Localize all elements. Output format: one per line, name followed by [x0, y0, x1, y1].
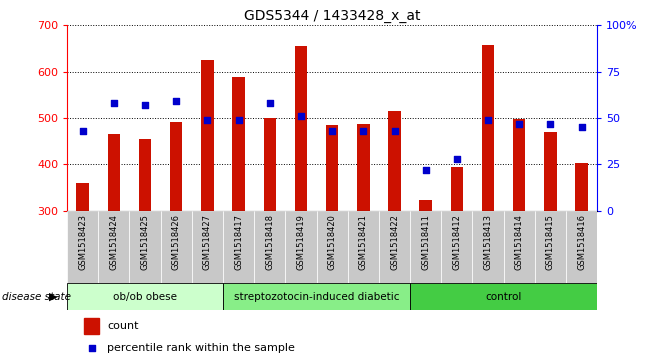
Text: GSM1518419: GSM1518419	[297, 214, 305, 270]
Text: count: count	[107, 321, 139, 331]
Point	[140, 102, 150, 108]
FancyBboxPatch shape	[410, 283, 597, 310]
Bar	[170, 122, 183, 211]
FancyBboxPatch shape	[254, 211, 285, 283]
Text: GSM1518417: GSM1518417	[234, 214, 243, 270]
Text: GSM1518415: GSM1518415	[546, 214, 555, 270]
FancyBboxPatch shape	[192, 211, 223, 283]
FancyBboxPatch shape	[98, 211, 130, 283]
Text: GSM1518411: GSM1518411	[421, 214, 430, 270]
FancyBboxPatch shape	[223, 283, 410, 310]
Bar	[76, 183, 89, 211]
Point	[109, 100, 119, 106]
Bar	[513, 119, 525, 211]
Text: GSM1518418: GSM1518418	[265, 214, 274, 270]
Point	[344, 246, 354, 252]
Text: percentile rank within the sample: percentile rank within the sample	[107, 343, 295, 353]
Title: GDS5344 / 1433428_x_at: GDS5344 / 1433428_x_at	[244, 9, 421, 23]
Point	[202, 117, 213, 123]
Bar	[264, 118, 276, 211]
Bar	[389, 111, 401, 211]
FancyBboxPatch shape	[410, 211, 442, 283]
Point	[545, 121, 556, 126]
Point	[514, 121, 525, 126]
FancyBboxPatch shape	[504, 211, 535, 283]
FancyBboxPatch shape	[285, 211, 317, 283]
FancyBboxPatch shape	[317, 211, 348, 283]
Text: GSM1518413: GSM1518413	[484, 214, 493, 270]
Bar	[84, 318, 99, 334]
Text: GSM1518416: GSM1518416	[577, 214, 586, 270]
Bar	[419, 200, 432, 211]
Text: GSM1518424: GSM1518424	[109, 214, 118, 270]
Text: GSM1518426: GSM1518426	[172, 214, 180, 270]
Text: GSM1518425: GSM1518425	[140, 214, 150, 270]
Point	[296, 113, 307, 119]
Bar	[357, 123, 370, 211]
FancyBboxPatch shape	[130, 211, 160, 283]
Bar	[139, 139, 151, 211]
Point	[77, 128, 88, 134]
FancyBboxPatch shape	[379, 211, 410, 283]
Bar	[232, 77, 245, 211]
FancyBboxPatch shape	[566, 211, 597, 283]
Bar	[107, 134, 120, 211]
Bar	[201, 60, 213, 211]
Point	[171, 98, 182, 104]
Text: GSM1518414: GSM1518414	[515, 214, 524, 270]
Point	[482, 117, 493, 123]
FancyBboxPatch shape	[535, 211, 566, 283]
Bar	[326, 125, 338, 211]
FancyBboxPatch shape	[442, 211, 472, 283]
Point	[576, 124, 587, 130]
Text: ▶: ▶	[48, 292, 57, 302]
FancyBboxPatch shape	[472, 211, 504, 283]
Point	[264, 100, 275, 106]
Point	[234, 117, 244, 123]
FancyBboxPatch shape	[67, 211, 98, 283]
Point	[389, 128, 400, 134]
Point	[358, 128, 368, 134]
Text: streptozotocin-induced diabetic: streptozotocin-induced diabetic	[234, 292, 399, 302]
Bar	[544, 132, 557, 211]
Text: disease state: disease state	[2, 292, 71, 302]
FancyBboxPatch shape	[223, 211, 254, 283]
Point	[327, 128, 338, 134]
Bar	[482, 45, 495, 211]
Text: GSM1518412: GSM1518412	[452, 214, 462, 270]
Bar	[575, 163, 588, 211]
Text: GSM1518422: GSM1518422	[390, 214, 399, 270]
Text: GSM1518420: GSM1518420	[327, 214, 337, 270]
Text: GSM1518421: GSM1518421	[359, 214, 368, 270]
Point	[420, 167, 431, 173]
FancyBboxPatch shape	[160, 211, 192, 283]
FancyBboxPatch shape	[67, 283, 223, 310]
Bar	[451, 167, 463, 211]
Text: control: control	[485, 292, 522, 302]
FancyBboxPatch shape	[348, 211, 379, 283]
Text: ob/ob obese: ob/ob obese	[113, 292, 177, 302]
Text: GSM1518427: GSM1518427	[203, 214, 212, 270]
Text: GSM1518423: GSM1518423	[79, 214, 87, 270]
Point	[452, 156, 462, 162]
Bar	[295, 46, 307, 211]
